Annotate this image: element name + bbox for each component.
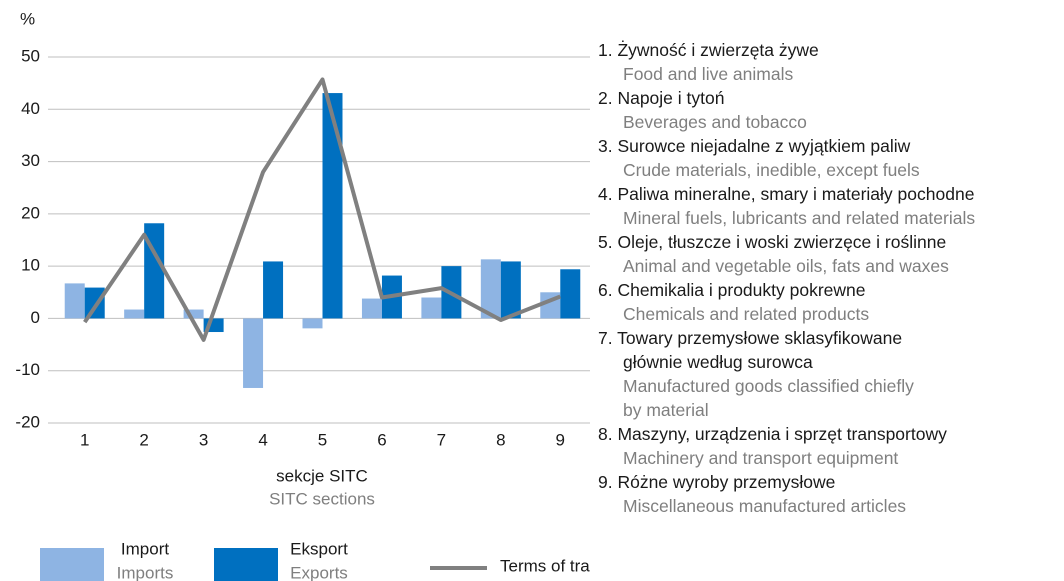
x-tick-label: 7 [437, 430, 446, 449]
y-tick-label: 50 [21, 46, 40, 65]
y-tick-label: -10 [15, 360, 40, 379]
section-name-en: by material [623, 400, 709, 420]
y-tick-label: 40 [21, 99, 40, 118]
x-axis-label-en: SITC sections [269, 489, 375, 508]
legend-swatch [40, 548, 104, 581]
bar [263, 261, 284, 319]
bar [322, 93, 343, 319]
legend-label: Eksport [290, 539, 348, 558]
section-name-en: Beverages and tobacco [623, 112, 807, 132]
y-tick-label: 10 [21, 256, 40, 275]
section-name: głównie według surowca [623, 352, 813, 372]
bar [500, 261, 521, 319]
bar [421, 297, 442, 319]
bar [243, 318, 264, 388]
section-name: 9. Różne wyroby przemysłowe [598, 472, 836, 492]
bar [361, 298, 382, 319]
x-tick-label: 9 [556, 430, 565, 449]
legend-label: Import [121, 539, 169, 558]
section-name: 2. Napoje i tytoń [598, 88, 725, 108]
section-name-en: Manufactured goods classified chiefly [623, 376, 914, 396]
x-tick-label: 6 [377, 430, 386, 449]
legend-label-en: Imports [117, 563, 174, 581]
section-name-en: Machinery and transport equipment [623, 448, 899, 468]
y-tick-label: 0 [31, 308, 40, 327]
x-axis-label: sekcje SITC [276, 466, 368, 485]
section-name: 5. Oleje, tłuszcze i woski zwierzęce i r… [598, 232, 947, 252]
section-name-en: Animal and vegetable oils, fats and waxe… [623, 256, 949, 276]
section-name: 1. Żywność i zwierzęta żywe [598, 40, 819, 60]
x-tick-label: 3 [199, 430, 208, 449]
section-name-en: Miscellaneous manufactured articles [623, 496, 907, 516]
section-name: 7. Towary przemysłowe sklasyfikowane [598, 328, 903, 348]
x-tick-label: 5 [318, 430, 327, 449]
bar [560, 269, 581, 319]
section-name-en: Mineral fuels, lubricants and related ma… [623, 208, 976, 228]
line [83, 77, 562, 342]
chart: % sekcje SITC SITC sections 50 40 30 20 10 0 -… [15, 9, 590, 581]
section-name-en: Chemicals and related products [623, 304, 870, 324]
legend-label: Terms of trade [500, 556, 590, 575]
bar [302, 318, 323, 329]
y-tick-label: 30 [21, 151, 40, 170]
x-tick-label: 1 [80, 430, 89, 449]
bar [84, 287, 105, 319]
y-tick-label: -20 [15, 412, 40, 431]
bar [183, 309, 204, 319]
x-tick-label: 8 [496, 430, 505, 449]
bar [124, 309, 145, 319]
section-name-en: Crude materials, inedible, except fuels [623, 160, 920, 180]
sections-list: 1. Żywność i zwierzęta żywe Food and live… [598, 38, 1064, 518]
x-tick-label: 2 [139, 430, 148, 449]
y-unit: % [20, 9, 35, 28]
legend-swatch [214, 548, 278, 581]
legend-label-en: Exports [290, 563, 348, 581]
y-tick-label: 20 [21, 203, 40, 222]
x-tick-label: 4 [258, 430, 267, 449]
section-name: 6. Chemikalia i produkty pokrewne [598, 280, 866, 300]
section-name: 4. Paliwa mineralne, smary i materiały p… [598, 184, 975, 204]
section-name-en: Food and live animals [623, 64, 794, 84]
section-name: 8. Maszyny, urządzenia i sprzęt transpor… [598, 424, 947, 444]
bar [480, 259, 501, 319]
section-name: 3. Surowce niejadalne z wyjątkiem paliw [598, 136, 911, 156]
bar [64, 283, 85, 319]
